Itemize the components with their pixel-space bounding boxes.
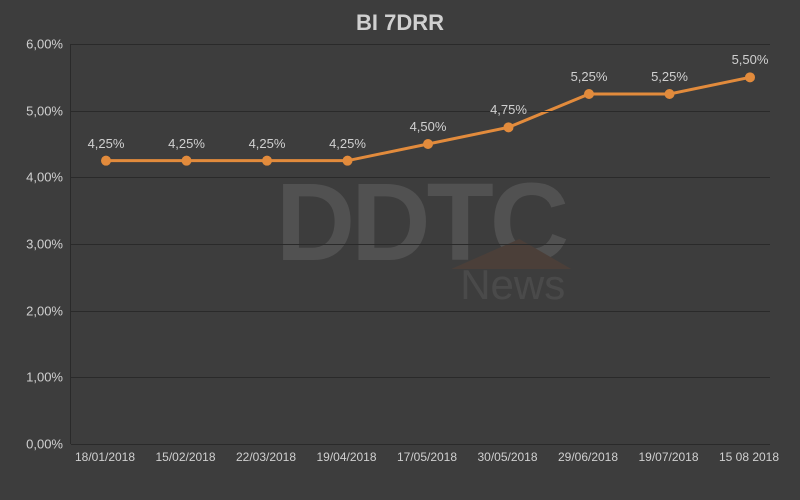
data-marker xyxy=(423,139,433,149)
y-axis-label: 3,00% xyxy=(26,237,71,252)
y-axis-label: 2,00% xyxy=(26,303,71,318)
x-axis-label: 18/01/2018 xyxy=(75,450,135,464)
data-marker xyxy=(745,72,755,82)
x-axis-label: 30/05/2018 xyxy=(477,450,537,464)
data-label: 4,75% xyxy=(490,102,527,123)
y-axis-label: 1,00% xyxy=(26,370,71,385)
y-axis-label: 6,00% xyxy=(26,37,71,52)
gridline xyxy=(71,311,770,312)
y-axis-label: 0,00% xyxy=(26,437,71,452)
gridline xyxy=(71,111,770,112)
data-label: 4,25% xyxy=(168,136,205,157)
y-axis-label: 4,00% xyxy=(26,170,71,185)
x-axis-labels: 18/01/2018 15/02/2018 22/03/2018 19/04/2018… xyxy=(70,444,770,474)
data-label: 4,25% xyxy=(329,136,366,157)
data-label: 5,50% xyxy=(732,52,769,73)
gridline xyxy=(71,244,770,245)
x-axis-label: 29/06/2018 xyxy=(558,450,618,464)
data-marker xyxy=(262,156,272,166)
x-axis-label: 15/02/2018 xyxy=(155,450,215,464)
data-label: 4,25% xyxy=(88,136,125,157)
chart-container: BI 7DRR DDTC News 0,00%1,00%2,00%3,00%4,… xyxy=(10,10,790,490)
x-axis-label: 17/05/2018 xyxy=(397,450,457,464)
data-marker xyxy=(584,89,594,99)
data-label: 4,25% xyxy=(249,136,286,157)
data-marker xyxy=(182,156,192,166)
x-axis-label: 19/07/2018 xyxy=(638,450,698,464)
data-label: 5,25% xyxy=(571,69,608,90)
plot-area: DDTC News 0,00%1,00%2,00%3,00%4,00%5,00%… xyxy=(70,44,770,444)
y-axis-label: 5,00% xyxy=(26,103,71,118)
data-marker xyxy=(665,89,675,99)
gridline xyxy=(71,44,770,45)
data-marker xyxy=(101,156,111,166)
gridline xyxy=(71,177,770,178)
x-axis-label: 19/04/2018 xyxy=(316,450,376,464)
data-label: 4,50% xyxy=(410,119,447,140)
data-label: 5,25% xyxy=(651,69,688,90)
chart-title: BI 7DRR xyxy=(10,10,790,36)
data-marker xyxy=(504,122,514,132)
data-marker xyxy=(343,156,353,166)
gridline xyxy=(71,377,770,378)
x-axis-label: 22/03/2018 xyxy=(236,450,296,464)
x-axis-label: 15 08 2018 xyxy=(719,450,779,464)
